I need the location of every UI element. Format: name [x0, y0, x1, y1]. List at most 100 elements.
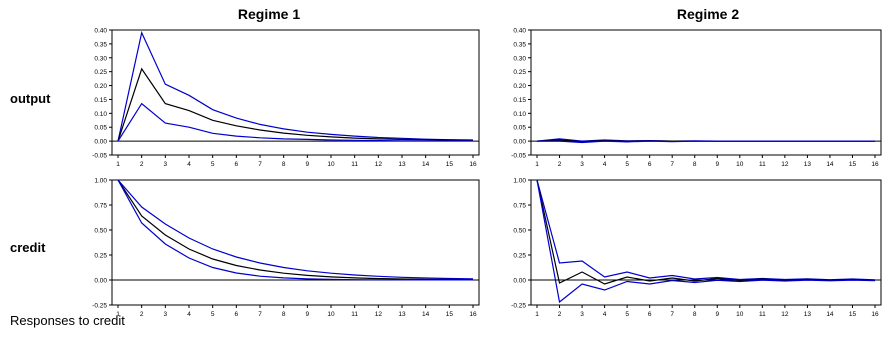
x-tick-label: 16: [871, 311, 879, 318]
median-line: [536, 179, 876, 285]
x-tick-label: 16: [871, 161, 879, 168]
x-tick-label: 12: [375, 311, 383, 318]
plot-frame: [111, 179, 480, 306]
median-line: [117, 67, 474, 142]
x-tick-label: 3: [164, 311, 168, 318]
x-tick-label: 5: [211, 311, 215, 318]
x-tick-label: 8: [282, 311, 286, 318]
median-line: [117, 179, 474, 281]
x-tick-label: 6: [235, 161, 239, 168]
x-tick-label: 9: [306, 161, 310, 168]
y-tick-label: 0.00: [94, 139, 107, 146]
x-tick-label: 15: [446, 161, 454, 168]
y-tick-label: 0.50: [94, 228, 107, 235]
x-tick-label: 8: [282, 161, 286, 168]
x-tick-label: 12: [781, 311, 789, 318]
y-tick-label: 0.30: [94, 55, 107, 62]
y-tick-label: -0.25: [92, 303, 107, 310]
y-tick-label: -0.05: [92, 153, 107, 160]
y-tick-label: 0.05: [513, 125, 526, 132]
x-tick-label: 14: [826, 311, 834, 318]
y-tick-label: 0.35: [94, 41, 107, 48]
upper-band-line: [117, 30, 474, 142]
y-tick-label: 0.25: [513, 69, 526, 76]
x-tick-label: 7: [258, 311, 262, 318]
x-tick-label: 11: [351, 311, 358, 318]
y-tick-label: 0.75: [94, 203, 107, 210]
x-tick-label: 15: [849, 311, 857, 318]
x-tick-label: 10: [736, 161, 744, 168]
lower-band-line: [117, 102, 473, 142]
x-tick-label: 14: [826, 161, 834, 168]
x-tick-label: 13: [804, 161, 812, 168]
row-label-credit: credit: [10, 240, 46, 255]
x-tick-label: 2: [140, 311, 144, 318]
y-tick-label: 0.00: [513, 139, 526, 146]
x-tick-label: 11: [351, 161, 358, 168]
y-tick-label: 0.15: [94, 97, 107, 104]
y-tick-label: 0.50: [513, 228, 526, 235]
lower-band-line: [537, 140, 875, 144]
x-tick-label: 12: [375, 161, 383, 168]
x-tick-label: 1: [535, 311, 539, 318]
regime-1-title: Regime 1: [237, 6, 301, 22]
x-tick-label: 11: [759, 311, 766, 318]
x-tick-label: 14: [422, 311, 430, 318]
upper-band-line: [117, 179, 474, 280]
x-tick-label: 2: [140, 161, 144, 168]
x-tick-label: 16: [469, 161, 477, 168]
y-tick-label: 0.00: [94, 278, 107, 285]
x-tick-label: 9: [715, 161, 719, 168]
x-tick-label: 15: [446, 311, 454, 318]
y-tick-label: 0.30: [513, 55, 526, 62]
y-tick-label: 0.15: [513, 97, 526, 104]
y-tick-label: 0.40: [94, 28, 107, 35]
x-tick-label: 5: [625, 161, 629, 168]
x-tick-label: 6: [648, 161, 652, 168]
y-tick-label: 0.35: [513, 41, 526, 48]
x-tick-label: 14: [422, 161, 430, 168]
x-tick-label: 2: [558, 161, 562, 168]
x-tick-label: 1: [535, 161, 539, 168]
x-tick-label: 4: [187, 311, 191, 318]
y-tick-label: 0.25: [94, 69, 107, 76]
plot-frame: [530, 29, 882, 156]
y-tick-label: 0.25: [94, 253, 107, 260]
x-tick-label: 5: [625, 311, 629, 318]
x-tick-label: 13: [804, 311, 812, 318]
y-tick-label: -0.05: [511, 153, 526, 160]
x-tick-label: 11: [759, 161, 766, 168]
y-tick-label: 0.10: [513, 111, 526, 118]
x-tick-label: 10: [736, 311, 744, 318]
x-tick-label: 13: [398, 161, 406, 168]
plot-frame: [111, 29, 480, 156]
x-tick-label: 13: [398, 311, 406, 318]
regime-2-title: Regime 2: [676, 6, 740, 22]
y-tick-label: 0.40: [513, 28, 526, 35]
x-tick-label: 9: [306, 311, 310, 318]
x-tick-label: 10: [327, 161, 335, 168]
x-tick-label: 8: [693, 311, 697, 318]
x-tick-label: 2: [558, 311, 562, 318]
x-tick-label: 12: [781, 161, 789, 168]
figure-footer: Responses to credit: [10, 313, 125, 328]
y-tick-label: 1.00: [94, 178, 107, 185]
x-tick-label: 6: [648, 311, 652, 318]
x-tick-label: 4: [603, 311, 607, 318]
x-tick-label: 3: [164, 161, 168, 168]
plot-frame: [530, 179, 882, 306]
x-tick-label: 7: [258, 161, 262, 168]
y-tick-label: 0.75: [513, 203, 526, 210]
x-tick-label: 1: [116, 311, 120, 318]
x-tick-label: 1: [116, 161, 120, 168]
x-tick-label: 7: [670, 161, 674, 168]
lower-band-line: [536, 179, 876, 304]
x-tick-label: 3: [580, 161, 584, 168]
x-tick-label: 15: [849, 161, 857, 168]
x-tick-label: 6: [235, 311, 239, 318]
x-tick-label: 3: [580, 311, 584, 318]
y-tick-label: 0.10: [94, 111, 107, 118]
y-tick-label: 0.05: [94, 125, 107, 132]
lower-band-line: [117, 179, 473, 281]
